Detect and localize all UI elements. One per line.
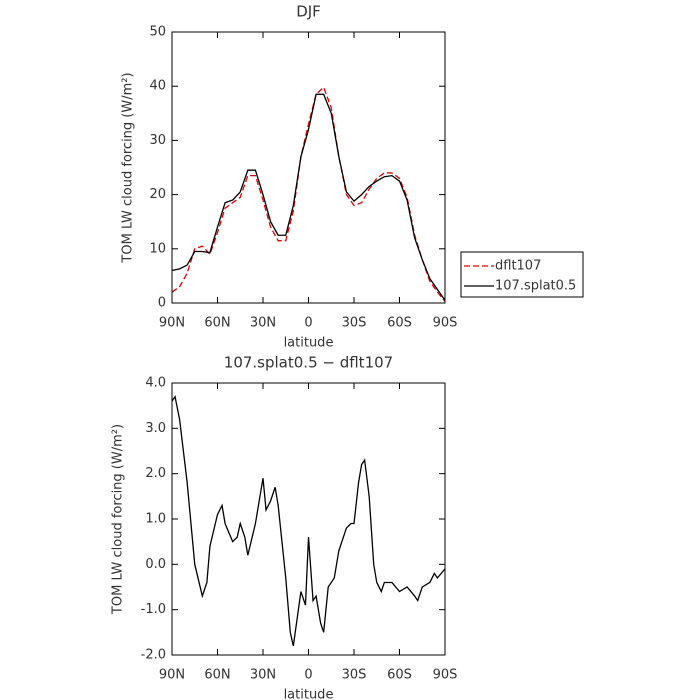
x-tick-label: 0 [304, 668, 312, 683]
legend-label: dflt107 [495, 259, 541, 274]
x-tick-label: 60S [387, 316, 412, 331]
y-axis-label: TOM LW cloud forcing (W/m²) [121, 72, 136, 263]
data-line [171, 394, 446, 647]
y-tick-label: 30 [149, 133, 166, 148]
x-tick-label: 60N [204, 316, 230, 331]
y-tick-label: -2.0 [141, 648, 166, 663]
y-tick-label: 3.0 [145, 421, 166, 436]
y-tick-label: 40 [149, 79, 166, 94]
x-tick-label: 30N [250, 668, 276, 683]
plot-frame [171, 31, 446, 304]
plot-frame [171, 382, 446, 656]
chart-title: 107.splat0.5 − dflt107 [224, 354, 393, 372]
y-tick-label: 10 [149, 241, 166, 256]
y-tick-label: 20 [149, 187, 166, 202]
y-tick-label: 50 [149, 25, 166, 40]
y-tick-label: 2.0 [145, 466, 166, 481]
y-tick-label: 0 [158, 296, 166, 311]
data-line [171, 86, 446, 302]
x-tick-label: 30S [342, 316, 367, 331]
x-tick-label: 90S [433, 316, 458, 331]
chart-title: DJF [296, 3, 321, 21]
x-axis-label: latitude [284, 688, 334, 700]
y-tick-label: 0.0 [145, 557, 166, 572]
y-tick-label: 1.0 [145, 512, 166, 527]
x-tick-label: 60S [387, 668, 412, 683]
x-tick-label: 90N [159, 668, 185, 683]
legend-box [460, 251, 584, 298]
y-axis-label: TOM LW cloud forcing (W/m²) [111, 424, 126, 615]
y-tick-label: -1.0 [141, 602, 166, 617]
x-tick-label: 30S [342, 668, 367, 683]
data-line [171, 93, 446, 301]
y-tick-label: 4.0 [145, 376, 166, 391]
x-tick-label: 90N [159, 316, 185, 331]
legend-label: 107.splat0.5 [495, 279, 576, 294]
x-axis-label: latitude [284, 336, 334, 351]
x-tick-label: 0 [304, 316, 312, 331]
x-tick-label: 30N [250, 316, 276, 331]
x-tick-label: 90S [433, 668, 458, 683]
x-tick-label: 60N [204, 668, 230, 683]
